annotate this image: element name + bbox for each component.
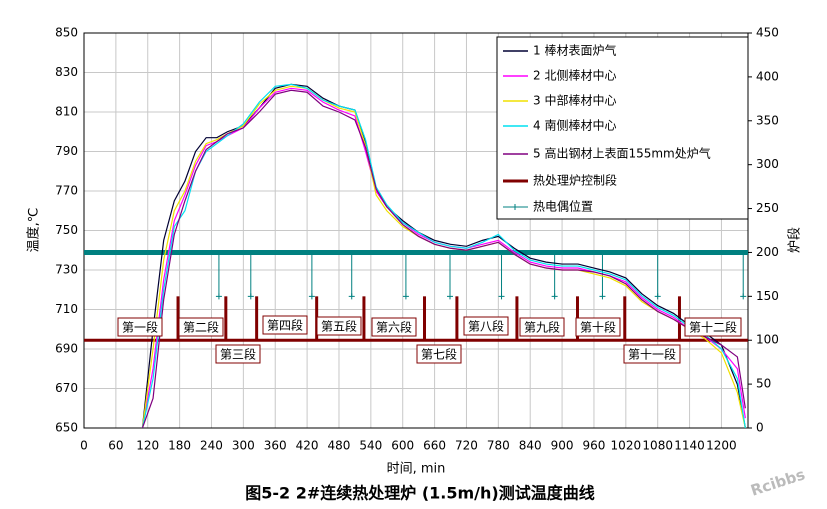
segment-label: 第一段 (122, 320, 158, 335)
x-tick-label: 900 (551, 439, 574, 453)
segment-label-box (463, 316, 509, 336)
y-tick-label: 850 (55, 26, 78, 40)
thermocouple-marker (654, 293, 661, 300)
segment-label: 第八段 (468, 319, 504, 334)
segment-label: 第七段 (421, 347, 457, 362)
segment-label: 第六段 (376, 320, 412, 335)
segment-label-box (178, 317, 224, 337)
y2-tick-label: 450 (756, 26, 779, 40)
y2-tick-label: 250 (756, 201, 779, 215)
thermocouple-marker (498, 293, 505, 300)
x-tick-label: 240 (200, 439, 223, 453)
legend-label: 热电偶位置 (533, 199, 593, 214)
segment-label: 第十一段 (628, 347, 676, 362)
y-tick-label: 730 (55, 263, 78, 277)
legend-label: 1 棒材表面炉气 (533, 43, 616, 58)
x-tick-label: 660 (423, 439, 446, 453)
segment-label-box (684, 317, 742, 337)
x-tick-label: 840 (519, 439, 542, 453)
x-tick-label: 1140 (674, 439, 705, 453)
x-tick-label: 720 (455, 439, 478, 453)
segment-label-box (623, 344, 681, 364)
x-tick-label: 0 (80, 439, 88, 453)
y-tick-label: 810 (55, 105, 78, 119)
x-tick-label: 1020 (611, 439, 642, 453)
y2-tick-label: 350 (756, 113, 779, 127)
segment-label: 第五段 (321, 319, 357, 334)
segment-label-box (117, 317, 163, 337)
legend-label: 4 南侧棒材中心 (533, 118, 616, 133)
y-tick-label: 670 (55, 381, 78, 395)
segment-label: 第三段 (220, 347, 256, 362)
segment-label-box (215, 344, 261, 364)
y2-tick-label: 200 (756, 245, 779, 259)
thermocouple-marker (446, 293, 453, 300)
x-axis-label: 时间, min (387, 462, 446, 477)
y-tick-label: 650 (55, 421, 78, 435)
y-tick-label: 710 (55, 302, 78, 316)
chart-title: 图5-2 2#连续热处理炉 (1.5m/h)测试温度曲线 (245, 484, 594, 503)
y-tick-label: 750 (55, 223, 78, 237)
thermocouple-marker (599, 293, 606, 300)
y-axis-label: 温度,℃ (26, 208, 42, 253)
thermocouple-marker (551, 293, 558, 300)
segment-label: 第四段 (267, 318, 303, 333)
legend-label: 3 中部棒材中心 (533, 93, 616, 108)
y-tick-label: 790 (55, 144, 78, 158)
thermocouple-marker (348, 293, 355, 300)
segment-label: 第二段 (183, 320, 219, 335)
x-tick-label: 120 (136, 439, 159, 453)
x-tick-label: 1080 (642, 439, 673, 453)
y2-tick-label: 150 (756, 289, 779, 303)
y-tick-label: 770 (55, 184, 78, 198)
legend-label: 2 北侧棒材中心 (533, 68, 616, 83)
x-tick-label: 600 (391, 439, 414, 453)
x-tick-label: 960 (582, 439, 605, 453)
legend-label: 5 高出钢材上表面155mm处炉气 (533, 146, 711, 161)
watermark: Rcibbs (748, 465, 807, 499)
y2-tick-label: 300 (756, 157, 779, 171)
thermocouple-marker (740, 293, 747, 300)
temperature-line (141, 83, 746, 428)
segment-label-box (416, 344, 462, 364)
thermocouple-marker (402, 293, 409, 300)
x-tick-label: 1200 (706, 439, 737, 453)
thermocouple-marker (247, 293, 254, 300)
x-tick-label: 480 (328, 439, 351, 453)
x-tick-label: 420 (296, 439, 319, 453)
y2-tick-label: 400 (756, 69, 779, 83)
segment-label-box (371, 317, 417, 337)
thermocouple-marker (215, 293, 222, 300)
x-tick-label: 180 (168, 439, 191, 453)
legend-box (496, 36, 749, 220)
legend-label: 热处理炉控制段 (533, 173, 617, 188)
x-tick-label: 60 (108, 439, 123, 453)
segment-label: 第十二段 (689, 320, 737, 335)
y2-tick-label: 50 (756, 377, 771, 391)
y-tick-label: 690 (55, 342, 78, 356)
x-tick-label: 540 (359, 439, 382, 453)
temperature-line (141, 89, 746, 428)
x-tick-label: 360 (264, 439, 287, 453)
thermocouple-marker (308, 293, 315, 300)
segment-label-box (575, 317, 621, 337)
y2-tick-label: 100 (756, 333, 779, 347)
y2-axis-label: 炉段 (788, 227, 803, 253)
segment-label: 第九段 (524, 320, 560, 335)
x-tick-label: 300 (232, 439, 255, 453)
segment-label-box (262, 315, 308, 335)
segment-label: 第十段 (580, 320, 616, 335)
y2-tick-label: 0 (756, 421, 764, 435)
plot-frame (83, 32, 749, 429)
segment-label-box (316, 316, 362, 336)
x-tick-label: 780 (487, 439, 510, 453)
y-tick-label: 830 (55, 65, 78, 79)
segment-label-box (519, 317, 565, 337)
legend-swatch-marker (512, 204, 518, 210)
